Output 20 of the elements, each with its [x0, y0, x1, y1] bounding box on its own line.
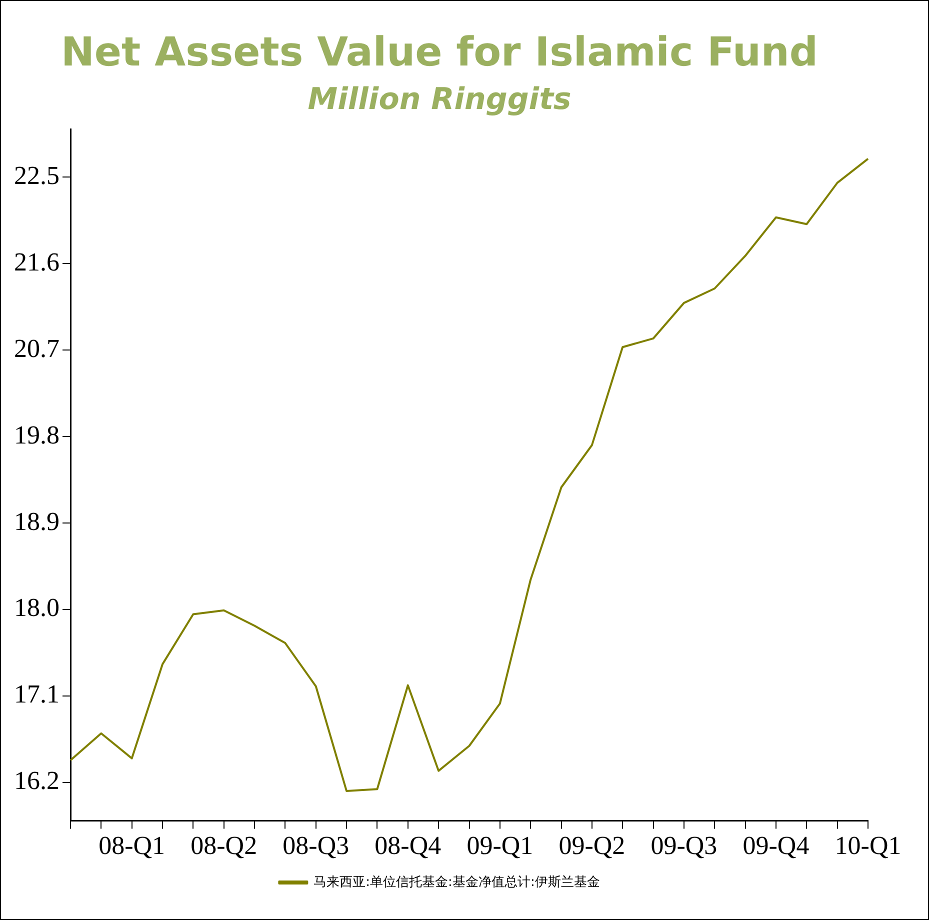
y-tick-label: 19.8 — [14, 420, 60, 450]
y-tick-label: 20.7 — [14, 334, 60, 363]
x-tick-label: 09-Q4 — [742, 831, 810, 860]
x-tick-label: 09-Q1 — [466, 831, 534, 860]
x-tick-label: 09-Q2 — [558, 831, 626, 860]
y-tick-label: 17.1 — [14, 680, 60, 709]
x-tick-label: 08-Q4 — [374, 831, 442, 860]
legend-label: 马来西亚:单位信托基金:基金净值总计:伊斯兰基金 — [314, 874, 600, 890]
x-tick-label: 08-Q3 — [282, 831, 350, 860]
y-tick-label: 22.5 — [14, 160, 60, 190]
chart-subtitle: Million Ringgits — [308, 82, 572, 117]
chart-title: Net Assets Value for Islamic Fund — [60, 29, 818, 76]
y-tick-label: 16.2 — [14, 766, 60, 796]
x-tick-label: 08-Q2 — [190, 831, 258, 860]
x-tick-label: 09-Q3 — [650, 831, 718, 860]
x-tick-label: 10-Q1 — [834, 831, 902, 860]
y-tick-label: 21.6 — [14, 247, 60, 276]
x-tick-label: 08-Q1 — [98, 831, 166, 860]
y-tick-label: 18.9 — [14, 506, 60, 536]
y-tick-label: 18.0 — [14, 593, 60, 622]
